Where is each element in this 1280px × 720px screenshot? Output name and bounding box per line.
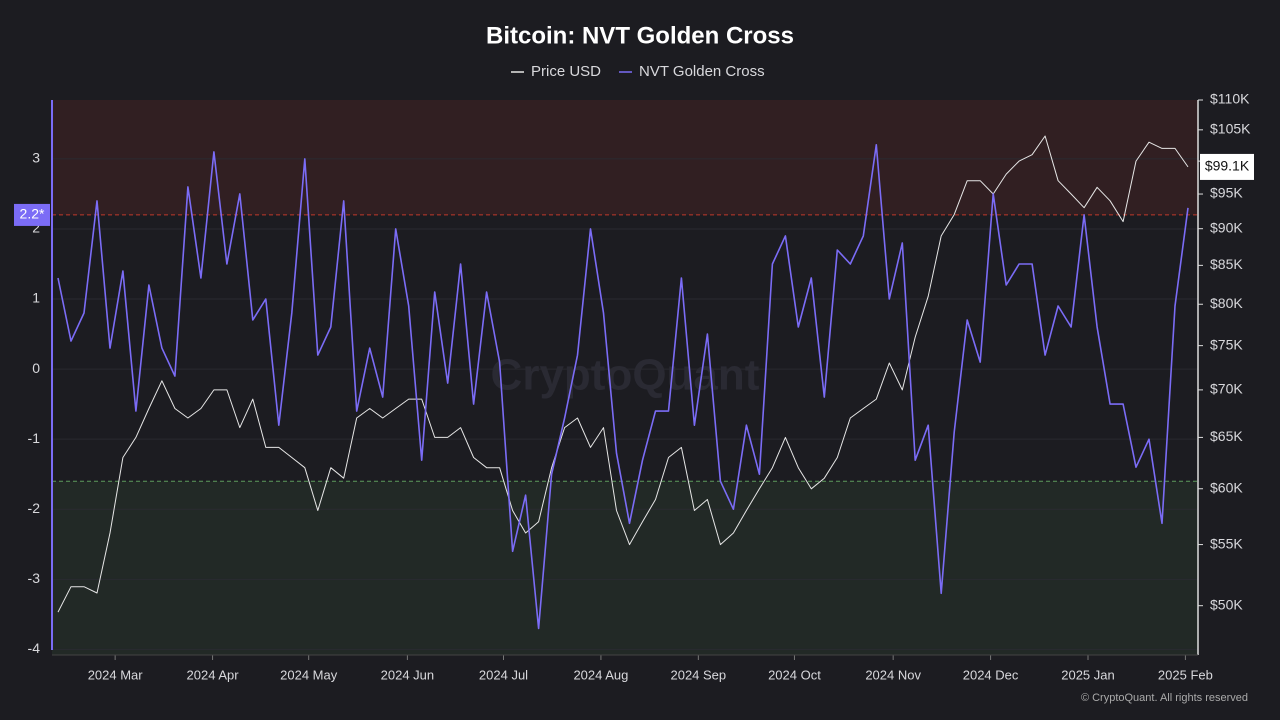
y2-tick-label: $95K bbox=[1210, 185, 1243, 201]
y2-tick-label: $90K bbox=[1210, 219, 1243, 235]
series-line bbox=[57, 144, 1189, 630]
source: © CryptoQuant. All rights reserved bbox=[1081, 692, 1248, 704]
upper-zone bbox=[52, 100, 1198, 215]
x-tick-label: 2024 Oct bbox=[768, 667, 821, 682]
x-tick-label: 2024 Jun bbox=[381, 667, 435, 682]
legend-label: NVT Golden Cross bbox=[639, 63, 765, 80]
y2-tick-label: $60K bbox=[1210, 479, 1243, 495]
y2-tick-label: $80K bbox=[1210, 295, 1243, 311]
threshold-label: 2.2* bbox=[20, 206, 45, 222]
price-badge bbox=[1200, 153, 1254, 180]
x-tick-label: 2024 Aug bbox=[573, 667, 628, 682]
y-tick-label: 3 bbox=[32, 150, 40, 166]
chart-title: Bitcoin: NVT Golden Cross bbox=[486, 22, 794, 49]
y2-tick-label: $85K bbox=[1210, 256, 1243, 272]
y2-tick-label: $110K bbox=[1210, 91, 1250, 107]
watermark: CryptoQuant bbox=[491, 351, 760, 400]
x-tick-label: 2024 Apr bbox=[187, 667, 240, 682]
y-tick-label: -2 bbox=[28, 500, 41, 516]
y2-tick-label: $105K bbox=[1210, 121, 1251, 137]
x-tick-label: 2024 May bbox=[280, 667, 338, 682]
y2-tick-label: $75K bbox=[1210, 336, 1243, 352]
y2-tick-label: $65K bbox=[1210, 428, 1243, 444]
x-tick-label: 2024 Dec bbox=[963, 667, 1019, 682]
y2-tick-label: $70K bbox=[1210, 381, 1243, 397]
threshold-badge bbox=[14, 203, 50, 226]
series-line bbox=[57, 135, 1189, 613]
y-tick-label: -4 bbox=[28, 640, 41, 656]
price-label: $99.1K bbox=[1205, 158, 1250, 174]
y-tick-label: 0 bbox=[32, 360, 40, 376]
y2-tick-label: $55K bbox=[1210, 535, 1243, 551]
x-tick-label: 2025 Jan bbox=[1061, 667, 1115, 682]
y-tick-label: 1 bbox=[32, 290, 40, 306]
x-tick-label: 2024 Nov bbox=[865, 667, 921, 682]
y-tick-label: 2 bbox=[32, 220, 40, 236]
legend-label: Price USD bbox=[531, 63, 601, 80]
x-tick-label: 2024 Mar bbox=[88, 667, 144, 682]
y-tick-label: -1 bbox=[28, 430, 41, 446]
lower-zone bbox=[52, 481, 1198, 655]
y2-tick-label: $50K bbox=[1210, 596, 1243, 612]
y-tick-label: -3 bbox=[28, 570, 41, 586]
x-tick-label: 2024 Sep bbox=[670, 667, 726, 682]
x-tick-label: 2024 Jul bbox=[479, 667, 528, 682]
x-tick-label: 2025 Feb bbox=[1158, 667, 1213, 682]
